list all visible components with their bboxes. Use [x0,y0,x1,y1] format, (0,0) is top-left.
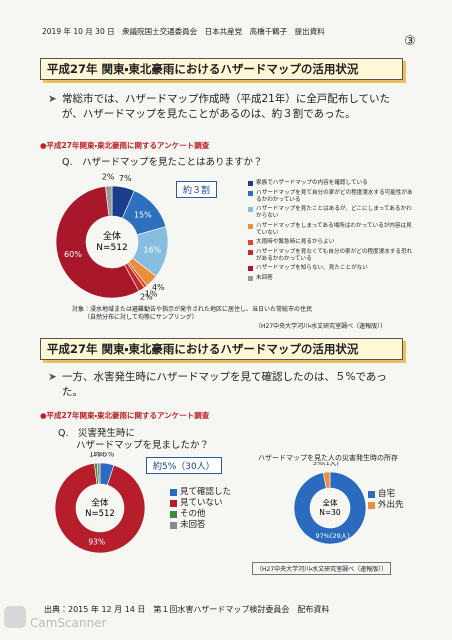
legend-swatch [170,489,177,496]
legend-item: ハザードマップをしまってある場所はわかっているが内容は見ていない [248,223,413,237]
question: Q. ハザードマップを見たことはありますか？ [62,157,263,168]
callout: 約5%（30人） [146,457,222,474]
legend-swatch [248,249,253,255]
donut-chart: 5%93%1%1%全体N=512 [54,452,146,554]
legend-swatch [248,181,253,186]
footer-source: 出典：2015 年 12 月 14 日 第１回水害ハザードマップ検討委員会 配布… [44,605,330,614]
legend-label: 未回答 [180,520,206,530]
legend-swatch [248,190,253,196]
callout: 約３割 [176,181,218,198]
legend-label: ハザードマップを知らない、見たことがない [256,265,368,271]
value-label: 7% [119,174,132,183]
legend: 見て確認した 見ていない その他 未回答 [170,488,260,548]
legend-label: 未回答 [256,274,273,281]
legend: 家族でハザードマップの内容を確認しているハザードマップを見て自分の家がどの程度浸… [248,180,413,300]
donut-segment [105,185,113,217]
legend-item: 未回答 [248,275,413,282]
legend-item: 家族でハザードマップの内容を確認している [248,180,413,187]
value-label: 1% [145,289,158,298]
value-label: 4% [152,283,165,292]
donut-segment [293,471,367,545]
legend-label: ハザードマップをしまってある場所はわかっているが内容は見ていない [256,222,412,236]
donut-chart: 7%15%16%4%1%2%60%2%全体N=512 [55,173,169,302]
donut-segment [96,462,101,485]
source: （H27中央大学河川・水文研究室調べ（速報版）） [255,323,387,330]
chart-heading: ●平成27年関東・東北豪雨に関するアンケート調査 [40,411,210,420]
legend-label: 大雨時や緊急時に見るからよい [256,239,335,245]
legend-item: ハザードマップを見たことはあるが、どこにしまってあるかわからない [248,206,413,220]
legend-item: 自宅 [368,490,428,499]
note: 対象：浸水地域または避難勧告や指示が発令された地区に居住し、当日いた常総市の住民 [72,306,313,313]
legend-swatch [248,223,253,229]
legend-label: ハザードマップを見なくても自分の家がどの程度浸水する恐れがあるかわかっている [256,248,413,262]
legend-label: 見ていない [180,498,223,508]
section-title: 平成27年 関東・東北豪雨におけるハザードマップの活用状況 [40,58,403,80]
question: Q. 災害発生時に [58,428,135,439]
watermark-icon [4,606,26,628]
legend-label: 自宅 [378,489,396,499]
legend-item: 未回答 [170,521,260,530]
legend-item: 外出先 [368,501,428,510]
value-label: 2% [102,173,115,182]
legend-swatch [170,500,177,507]
value-label: 1% [92,452,104,458]
legend-swatch [248,207,253,212]
value-label: 16% [143,245,161,254]
center-label: 全体 [91,497,109,508]
legend-item: ハザードマップを知らない、見たことがない [248,265,413,272]
legend-swatch [170,511,177,518]
center-label: 全体 [103,230,121,242]
page-mark: ③ [404,34,416,49]
value-label: 60% [64,250,82,259]
legend-label: 家族でハザードマップの内容を確認している [256,180,368,186]
value-label: 97%(29人) [315,532,349,540]
chart-title: ハザードマップを見た人の災害発生時の所存 [258,454,398,462]
donut-segment [54,463,146,554]
watermark: CamScanner [30,616,107,630]
legend-swatch [368,502,375,509]
legend-item: その他 [170,510,260,519]
value-label: 1% [89,452,101,458]
note: （自然分布に対して均等にサンプリング） [84,314,198,321]
legend-swatch [248,266,253,271]
value-label: 5% [102,452,114,459]
donut-segment [55,186,140,299]
chart-heading: ●平成27年関東・東北豪雨に関するアンケート調査 [40,141,210,150]
legend-swatch [248,240,253,245]
center-label: 全体 [323,497,338,507]
legend-label: ハザードマップを見たことはあるが、どこにしまってあるかわからない [256,206,412,219]
legend-item: 見ていない [170,499,260,508]
legend: 自宅 外出先 [368,490,428,520]
header-line: 2019 年 10 月 30 日 衆議院国土交通委員会 日本共産党 高橋千鶴子 … [42,27,325,36]
value-label: 3%(1人) [313,462,339,467]
legend-label: ハザードマップを見て自分の家がどの程度浸水する可能性があるかわかっている [256,189,413,203]
legend-label: 外出先 [378,500,404,510]
question: ハザードマップを見ましたか？ [76,440,210,451]
donut-chart: 97%(29人) 3%(1人) 全体N=30 [293,462,367,545]
legend-swatch [170,522,177,529]
legend-swatch [368,491,375,498]
value-label: 15% [134,210,152,219]
source: （H27中央大学河川・水文研究室調べ（速報版）） [252,562,392,575]
value-label: 2% [140,293,153,302]
bullet-text: 一方、水害発生時にハザードマップを見て確認したのは、５%であった。 [48,370,402,400]
legend-item: ハザードマップを見て自分の家がどの程度浸水する可能性があるかわかっている [248,190,413,204]
legend-item: ハザードマップを見なくても自分の家がどの程度浸水する恐れがあるかわかっている [248,249,413,263]
donut-segment [322,471,331,489]
legend-label: 見て確認した [180,487,232,497]
center-label: N=512 [96,243,127,253]
center-label: N=512 [85,509,115,519]
section-title: 平成27年 関東・東北豪雨におけるハザードマップの活用状況 [40,338,403,360]
legend-item: 見て確認した [170,488,260,497]
legend-label: その他 [180,509,206,519]
legend-swatch [248,275,253,281]
center-label: N=30 [319,508,341,517]
legend-item: 大雨時や緊急時に見るからよい [248,239,413,246]
value-label: 93% [88,537,105,546]
bullet-text: 常総市では、ハザードマップ作成時（平成21年）に全戸配布していたが、ハザードマッ… [48,92,402,122]
